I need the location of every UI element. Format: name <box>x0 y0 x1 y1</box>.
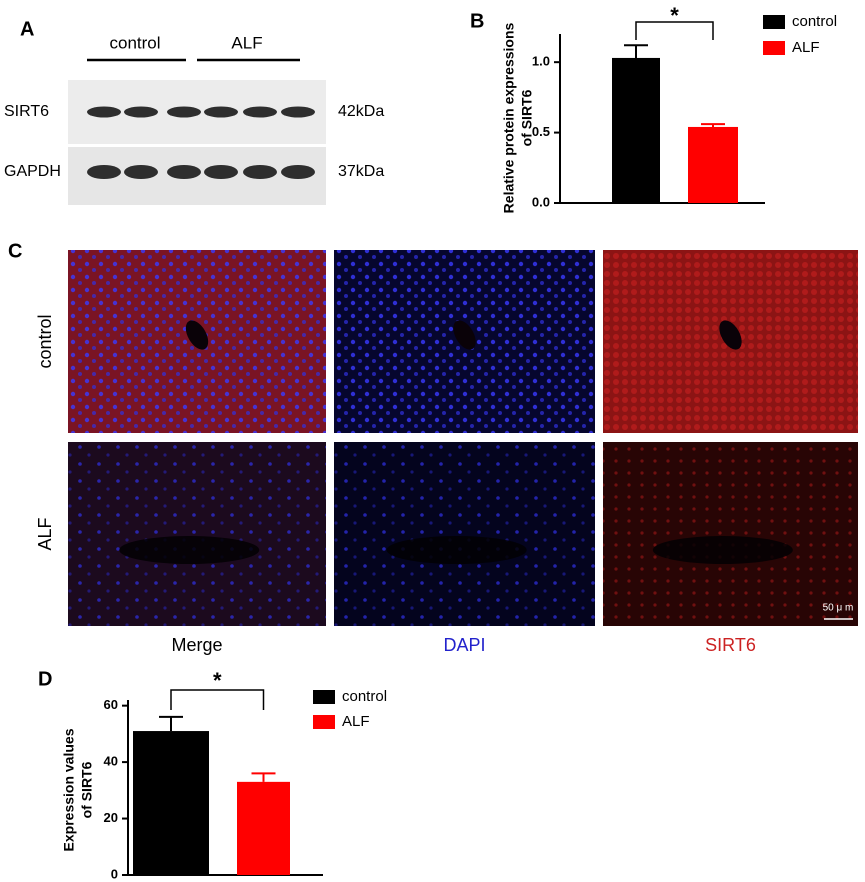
row-label: GAPDH <box>4 163 61 180</box>
micrograph-texture <box>68 442 326 626</box>
row-label: control <box>35 314 55 368</box>
panel-label: C <box>8 240 22 262</box>
significance-bracket <box>170 689 265 710</box>
blot-band <box>204 106 238 118</box>
y-axis-label: Expression values <box>61 728 77 851</box>
vessel <box>185 320 209 350</box>
blot-band <box>87 165 121 179</box>
blot-band <box>204 165 238 179</box>
legend-swatch <box>763 15 785 29</box>
y-tick-label: 20 <box>104 810 118 825</box>
vessel <box>652 536 793 564</box>
vessel <box>119 536 260 564</box>
y-axis-label: Relative protein expressions <box>501 22 517 213</box>
legend-swatch <box>313 715 335 729</box>
blot-band <box>243 165 277 179</box>
blot-band <box>243 106 277 118</box>
panel-label: B <box>470 10 484 32</box>
y-tick-label: 40 <box>104 754 118 769</box>
blot-band <box>167 165 201 179</box>
blot-band <box>87 106 121 118</box>
bar <box>237 781 290 875</box>
panel-label: D <box>38 668 52 690</box>
legend-label: ALF <box>342 713 370 730</box>
error-bar <box>701 123 725 127</box>
y-tick-label: 0.5 <box>532 124 550 139</box>
blot-band <box>281 106 315 118</box>
blot-band <box>124 106 158 118</box>
legend-label: ALF <box>792 39 820 56</box>
y-tick-label: 60 <box>104 697 118 712</box>
y-axis-label: of SIRT6 <box>79 761 95 818</box>
row-label: ALF <box>35 517 55 550</box>
vessel <box>453 320 476 350</box>
legend-label: control <box>342 688 387 705</box>
bar <box>133 731 209 875</box>
legend-swatch <box>313 690 335 704</box>
micrograph-texture <box>334 442 595 626</box>
bar <box>612 57 660 203</box>
error-bar <box>624 44 648 58</box>
column-label: SIRT6 <box>705 635 756 655</box>
error-bar <box>159 715 183 732</box>
panel-label: A <box>20 18 34 40</box>
y-axis-label: of SIRT6 <box>519 89 535 146</box>
significance-label: * <box>213 668 222 693</box>
micrograph-texture <box>603 442 858 626</box>
group-label: control <box>109 33 160 52</box>
column-label: Merge <box>171 635 222 655</box>
y-tick-label: 1.0 <box>532 54 550 69</box>
vessel <box>386 536 527 564</box>
significance-label: * <box>670 3 679 28</box>
legend-label: control <box>792 13 837 30</box>
blot-band <box>124 165 158 179</box>
row-label: SIRT6 <box>4 103 49 120</box>
significance-bracket <box>635 21 714 40</box>
legend-swatch <box>763 41 785 55</box>
blot-band <box>281 165 315 179</box>
group-label: ALF <box>231 33 262 52</box>
size-label: 37kDa <box>338 163 384 180</box>
blot-band <box>167 106 201 118</box>
bar <box>688 126 738 203</box>
y-tick-label: 0.0 <box>532 194 550 209</box>
size-label: 42kDa <box>338 103 384 120</box>
scale-bar-label: 50 μ m <box>823 603 854 614</box>
y-tick-label: 0 <box>111 866 118 881</box>
error-bar <box>251 772 276 782</box>
column-label: DAPI <box>443 635 485 655</box>
vessel <box>719 320 742 350</box>
